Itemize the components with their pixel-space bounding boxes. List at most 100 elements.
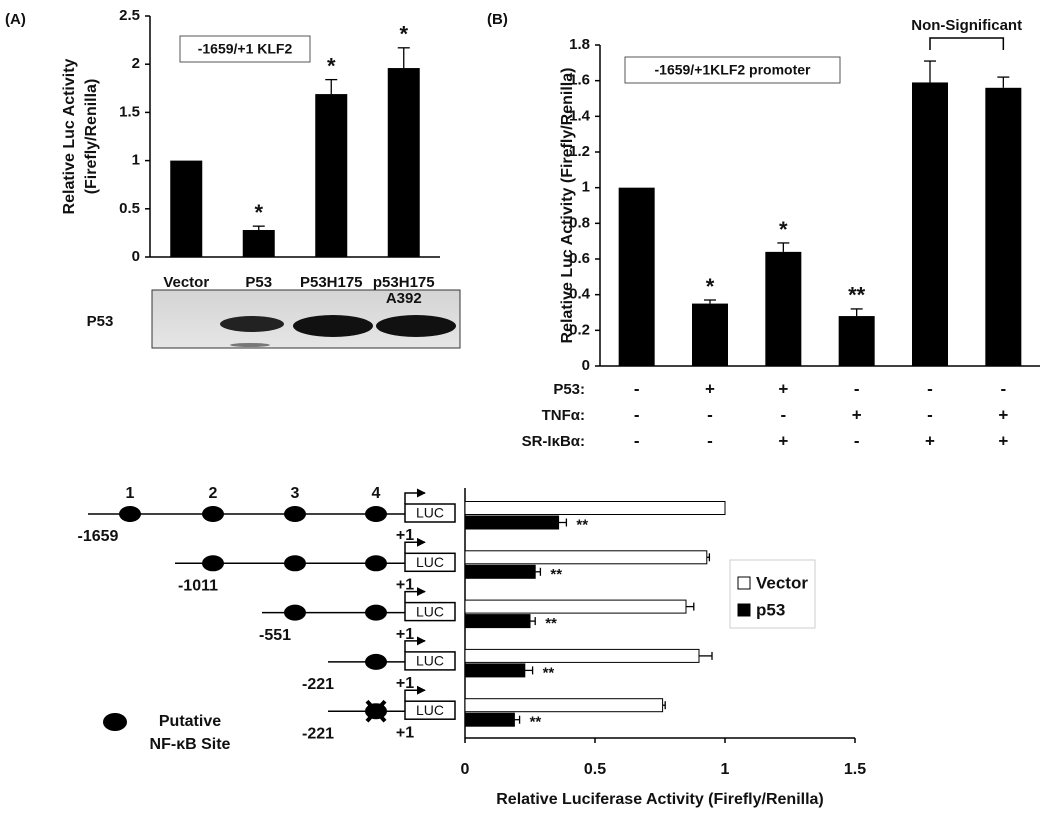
- bracket: [929, 37, 1005, 50]
- blot-band: [376, 315, 456, 337]
- bar: [464, 564, 536, 579]
- legend-box: [729, 559, 816, 629]
- error-bar: [699, 651, 713, 660]
- condition-sign: -: [927, 379, 933, 398]
- bar: [464, 599, 687, 614]
- reporter-label: LUC: [416, 603, 444, 619]
- condition-sign: -: [634, 405, 640, 424]
- significance-mark: *: [779, 217, 788, 242]
- condition-sign: +: [852, 405, 862, 424]
- significance-mark: **: [543, 664, 555, 681]
- reporter-label: LUC: [416, 554, 444, 570]
- condition-sign: -: [927, 405, 933, 424]
- bar: [985, 87, 1022, 367]
- reporter-box: [404, 552, 456, 573]
- nfkb-site: [284, 604, 306, 621]
- site-number: 1: [126, 485, 135, 502]
- y-tick-label: 1.5: [119, 103, 140, 120]
- reporter-box: [404, 601, 456, 622]
- error-bar: [535, 567, 542, 576]
- bar: [387, 68, 420, 257]
- bar: [464, 648, 700, 663]
- blot-band: [230, 343, 270, 347]
- tss-arrow: [404, 587, 426, 603]
- bar: [315, 94, 348, 257]
- significance-mark: *: [254, 200, 263, 225]
- nfkb-site: [284, 555, 306, 572]
- bar: [838, 316, 875, 366]
- condition-sign: -: [707, 431, 713, 450]
- error-bar: [514, 715, 521, 724]
- condition-sign: -: [854, 431, 860, 450]
- error-bar: [924, 60, 936, 83]
- condition-sign: +: [998, 431, 1008, 450]
- panel-label: (A): [5, 11, 26, 28]
- y-tick-label: 2: [132, 55, 140, 72]
- construct-label: -221: [302, 676, 334, 693]
- error-bar: [997, 76, 1010, 88]
- y-tick-label: 0.5: [119, 200, 140, 217]
- bar: [692, 303, 728, 366]
- y-tick-label: 1.6: [569, 72, 590, 89]
- y-axis-label: Relative Luc Activity: [61, 58, 78, 214]
- condition-sign: -: [854, 379, 860, 398]
- tss-arrow: [404, 636, 426, 652]
- y-tick-label: 0.6: [569, 250, 590, 267]
- panel-label: (B): [487, 11, 508, 28]
- condition-sign: -: [1000, 379, 1006, 398]
- site-number: 2: [209, 485, 218, 502]
- condition-sign: -: [634, 431, 640, 450]
- nfkb-site: [365, 604, 387, 621]
- y-tick-label: 1.8: [569, 36, 590, 53]
- bar: [765, 251, 802, 366]
- significance-mark: **: [550, 566, 562, 583]
- significance-mark: *: [399, 22, 408, 47]
- significance-mark: **: [530, 714, 542, 731]
- error-bar: [777, 242, 790, 252]
- error-bar: [530, 617, 536, 626]
- reporter-label: LUC: [416, 653, 444, 669]
- chart-title: -1659/+1 KLF2: [198, 41, 293, 57]
- reporter-box: [404, 700, 456, 720]
- condition-name: TNFα:: [542, 407, 585, 424]
- error-bar: [558, 518, 568, 527]
- nfkb-site: [284, 506, 306, 522]
- error-bar: [397, 47, 410, 69]
- x-tick-label: 1.5: [844, 761, 866, 778]
- site-number: 4: [372, 485, 381, 502]
- y-tick-label: 0: [582, 357, 590, 374]
- legend-swatch: [737, 603, 751, 617]
- nfkb-site: [365, 555, 387, 572]
- significance-mark: **: [545, 615, 557, 632]
- mutated-site: [365, 699, 387, 723]
- error-bar: [686, 602, 695, 611]
- bar: [464, 712, 515, 727]
- significance-mark: *: [327, 53, 336, 78]
- construct-label: -551: [259, 627, 291, 644]
- x-tick-label: P53H175: [300, 274, 363, 291]
- condition-sign: -: [780, 405, 786, 424]
- legend-label: p53: [756, 600, 785, 619]
- nfkb-site: [365, 506, 387, 522]
- bar: [170, 160, 203, 257]
- y-axis-label: Relative Luc Activity (Firefly/Renilla): [559, 68, 576, 344]
- significance-mark: **: [576, 516, 588, 533]
- x-tick-label: p53H175 A392: [373, 274, 435, 307]
- bar: [464, 614, 531, 629]
- blot-band: [220, 316, 284, 332]
- blot-band: [293, 315, 373, 337]
- significance-mark: *: [706, 274, 715, 299]
- site-legend-label: NF-κB Site: [150, 736, 231, 753]
- condition-sign: -: [707, 405, 713, 424]
- nfkb-site: [202, 555, 224, 572]
- condition-sign: -: [634, 379, 640, 398]
- bar: [464, 515, 560, 530]
- x-tick-label: 1: [721, 761, 730, 778]
- bar: [242, 230, 275, 257]
- error-bar: [706, 553, 711, 562]
- error-bar: [252, 225, 265, 231]
- tss-label: +1: [396, 527, 414, 544]
- tss-label: +1: [396, 577, 414, 594]
- reporter-label: LUC: [416, 505, 444, 521]
- x-axis-label: Relative Luciferase Activity (Firefly/Re…: [496, 791, 824, 808]
